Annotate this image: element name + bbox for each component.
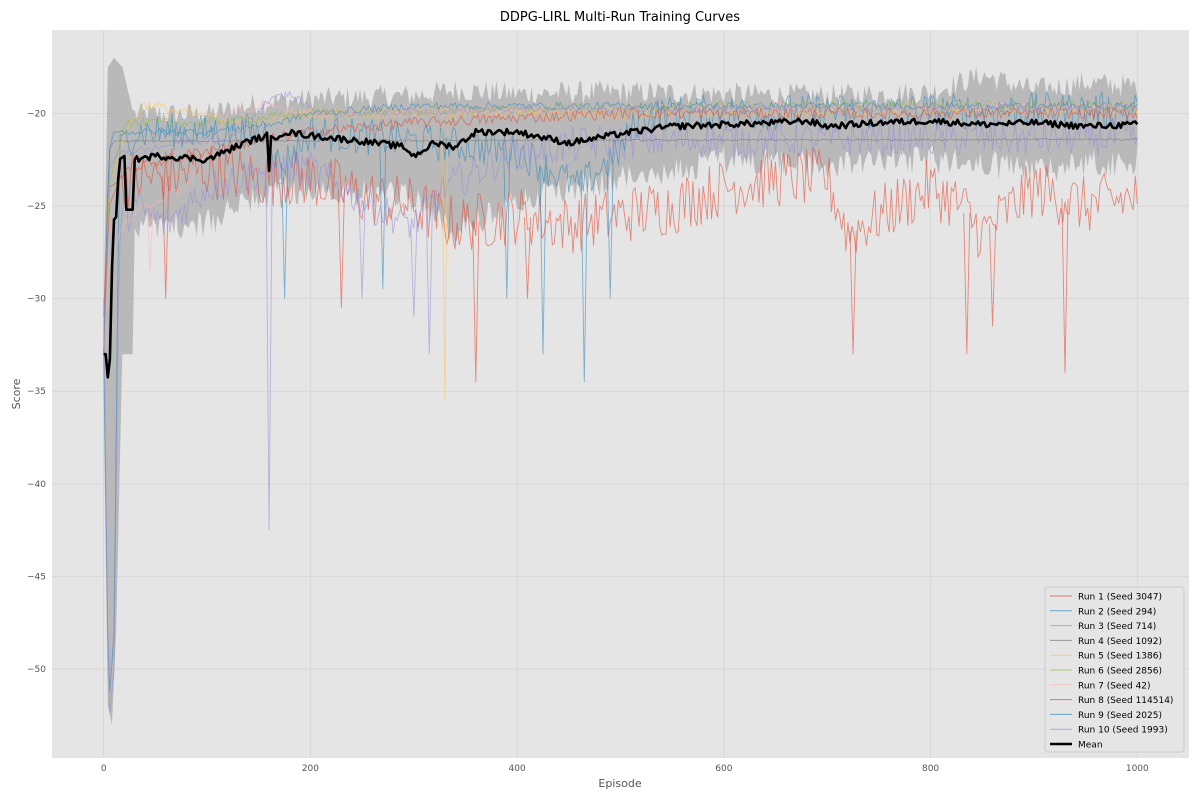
chart-title: DDPG-LIRL Multi-Run Training Curves bbox=[500, 10, 740, 25]
y-tick-label: −45 bbox=[27, 572, 46, 582]
mean-line bbox=[103, 117, 1139, 379]
legend-label: Run 4 (Seed 1092) bbox=[1078, 637, 1162, 647]
run-spike bbox=[1061, 198, 1069, 373]
run-spike bbox=[849, 230, 857, 355]
y-tick-label: −25 bbox=[27, 202, 46, 212]
run-spike bbox=[580, 182, 588, 383]
run-spike bbox=[539, 165, 547, 355]
run-spike bbox=[410, 224, 418, 318]
x-tick-label: 200 bbox=[302, 764, 319, 774]
y-axis-label: Score bbox=[10, 378, 23, 409]
legend-label: Run 9 (Seed 2025) bbox=[1078, 711, 1162, 721]
legend-label: Mean bbox=[1078, 741, 1103, 751]
run-spike bbox=[523, 217, 532, 299]
run-spike bbox=[379, 138, 387, 290]
run-spike bbox=[265, 168, 273, 531]
y-tick-label: −40 bbox=[27, 480, 46, 490]
run-line bbox=[103, 90, 1138, 692]
mean-line-layer bbox=[103, 117, 1139, 379]
legend-label: Run 7 (Seed 42) bbox=[1078, 681, 1151, 691]
x-tick-label: 600 bbox=[715, 764, 732, 774]
run-line bbox=[103, 119, 1138, 714]
run-spike bbox=[425, 205, 433, 355]
run-spike bbox=[606, 159, 614, 299]
run-spike bbox=[503, 149, 511, 299]
legend-label: Run 2 (Seed 294) bbox=[1078, 607, 1156, 617]
run-spike bbox=[441, 113, 449, 401]
legend-label: Run 10 (Seed 1993) bbox=[1078, 726, 1168, 736]
run-line bbox=[103, 90, 1138, 355]
run-spike bbox=[162, 176, 170, 299]
legend-label: Run 8 (Seed 114514) bbox=[1078, 696, 1173, 706]
legend-box bbox=[1044, 586, 1185, 753]
legend-label: Run 6 (Seed 2856) bbox=[1078, 667, 1162, 677]
run-line bbox=[103, 100, 1138, 355]
run-spike bbox=[146, 203, 154, 271]
run-spike bbox=[472, 221, 480, 383]
y-tick-label: −35 bbox=[27, 387, 46, 397]
run-spike bbox=[963, 212, 971, 355]
run-line bbox=[103, 101, 1138, 355]
x-axis-label: Episode bbox=[598, 777, 641, 790]
run-lines-layer bbox=[103, 90, 1138, 714]
x-tick-label: 400 bbox=[509, 764, 526, 774]
legend-label: Run 5 (Seed 1386) bbox=[1078, 652, 1162, 662]
legend-label: Run 1 (Seed 3047) bbox=[1078, 593, 1162, 603]
legend-label: Run 3 (Seed 714) bbox=[1078, 622, 1156, 632]
run-spike bbox=[989, 224, 997, 327]
y-tick-label: −50 bbox=[27, 665, 46, 675]
y-tick-label: −20 bbox=[27, 109, 46, 119]
legend: Run 1 (Seed 3047) Run 2 (Seed 294) Run 3 (… bbox=[1044, 586, 1185, 753]
x-tick-label: 1000 bbox=[1126, 764, 1149, 774]
y-tick-label: −30 bbox=[27, 295, 46, 305]
x-tick-label: 800 bbox=[922, 764, 939, 774]
x-tick-label: 0 bbox=[101, 764, 107, 774]
run-spike bbox=[337, 189, 345, 308]
tick-labels: 0 200 400 600 800 1000 −20 −25 −30 −35 −40 −45 −50 bbox=[27, 109, 1149, 774]
run-spike bbox=[281, 162, 289, 299]
run-line bbox=[103, 137, 1138, 355]
run-spike bbox=[358, 199, 366, 299]
